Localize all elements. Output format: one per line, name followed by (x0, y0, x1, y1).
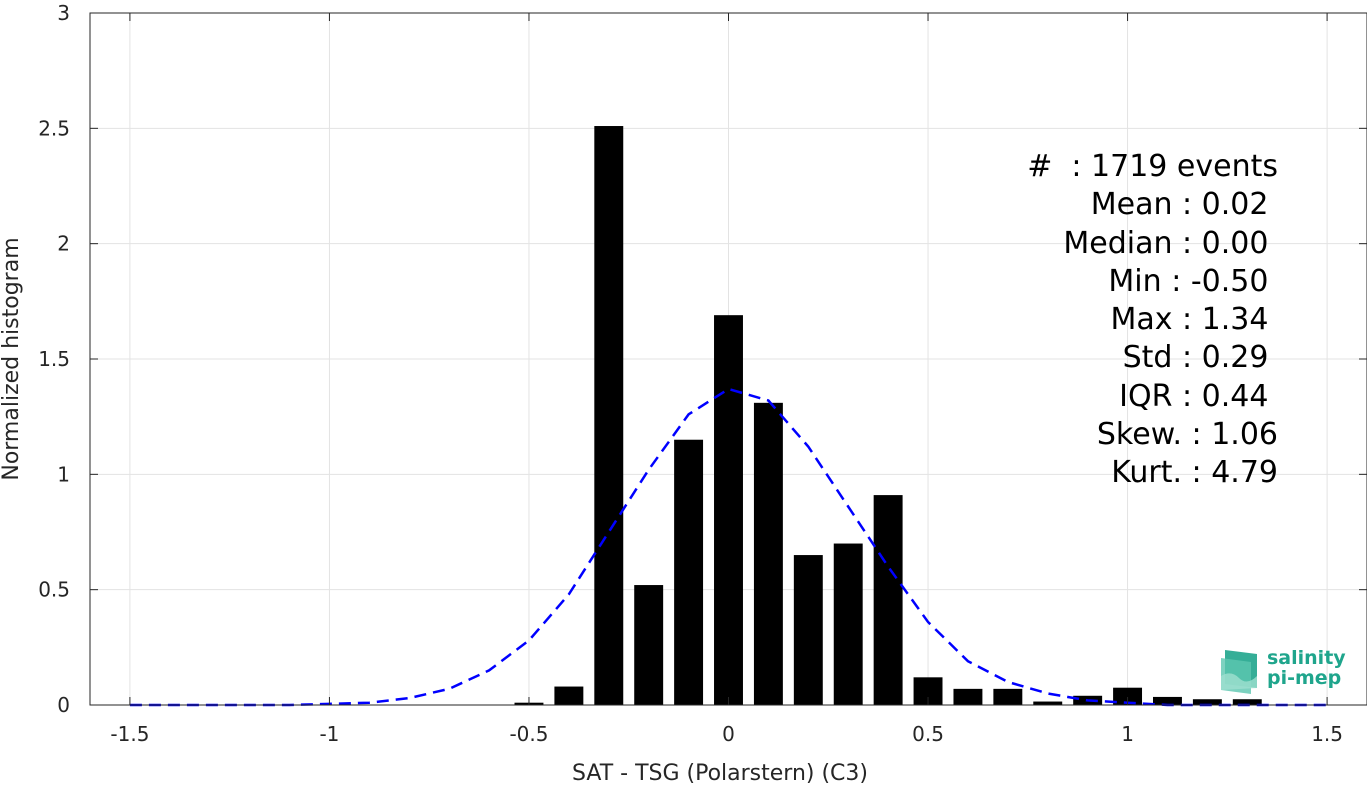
stat-max: Max : 1.34 (1110, 302, 1278, 338)
x-tick-labels: -1.5 -1 -0.5 0 0.5 1 1.5 (110, 722, 1343, 746)
y-tick-label: 0.5 (38, 578, 70, 602)
histogram-bar (1153, 696, 1182, 705)
histogram-bar (1033, 701, 1063, 705)
stat-min: Min : -0.50 (1108, 263, 1278, 299)
x-tick-label: -1 (319, 722, 339, 746)
x-tick-label: 0.5 (912, 722, 944, 746)
histogram-bar (1113, 687, 1143, 705)
x-tick-label: 1.5 (1311, 722, 1343, 746)
statistics-box: # : 1719 events Mean : 0.02 Median : 0.0… (1027, 148, 1278, 493)
x-tick-label: -0.5 (509, 722, 548, 746)
stat-median: Median : 0.00 (1063, 225, 1278, 261)
histogram-bar (793, 555, 823, 705)
histogram-bar (993, 688, 1023, 705)
histogram-bar (833, 543, 863, 705)
y-tick-label: 2.5 (38, 116, 70, 140)
histogram-bar (554, 686, 584, 705)
stat-iqr: IQR : 0.44 (1119, 378, 1278, 414)
stat-events: # : 1719 events (1027, 149, 1278, 184)
histogram-bar (594, 126, 624, 705)
x-tick-label: 0 (722, 722, 735, 746)
x-axis-label: SAT - TSG (Polarstern) (C3) (572, 761, 868, 785)
histogram-bar (753, 402, 783, 705)
axes-frame (89, 12, 1367, 706)
x-tick-label: 1 (1121, 722, 1134, 746)
y-tick-label: 3 (57, 1, 70, 25)
y-tick-label: 0 (57, 693, 70, 717)
histogram-bar (873, 495, 903, 705)
y-tick-label: 2 (57, 232, 70, 256)
stat-skew: Skew. : 1.06 (1096, 417, 1278, 453)
y-tick-label: 1 (57, 462, 70, 486)
x-tick-label: -1.5 (110, 722, 149, 746)
y-tick-labels: 0 0.5 1 1.5 2 2.5 3 (38, 1, 70, 717)
salinity-pimep-logo: salinity pi-mep (1217, 648, 1347, 696)
logo-icon (1221, 650, 1257, 694)
histogram-bar (674, 439, 704, 705)
stat-mean: Mean : 0.02 (1090, 187, 1278, 223)
logo-line-2: pi-mep (1267, 667, 1342, 689)
logo-line-1: salinity (1267, 647, 1346, 669)
stat-kurt: Kurt. : 4.79 (1111, 455, 1278, 491)
histogram-bar (953, 688, 983, 705)
y-tick-label: 1.5 (38, 347, 70, 371)
y-axis-label: Normalized histogram (0, 237, 24, 480)
logo-text: salinity pi-mep (1267, 648, 1346, 688)
stat-std: Std : 0.29 (1122, 340, 1278, 376)
histogram-bar (634, 585, 664, 705)
histogram-bar (1192, 699, 1222, 705)
histogram-bar (1232, 699, 1262, 705)
histogram-bar (714, 315, 743, 705)
histogram-bars (514, 126, 1262, 705)
